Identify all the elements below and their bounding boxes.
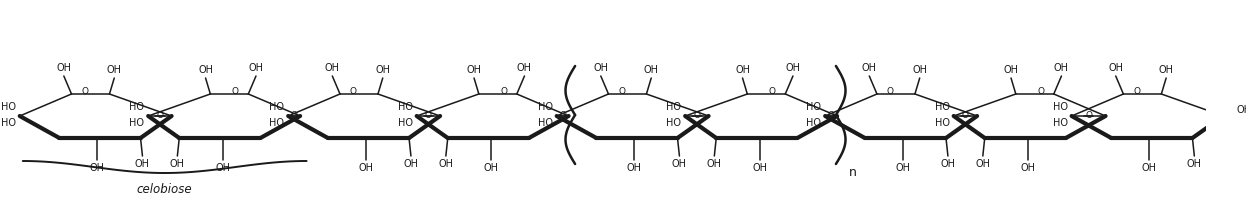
Text: OH: OH	[735, 65, 750, 75]
Text: O: O	[157, 111, 163, 121]
Text: HO: HO	[397, 118, 412, 128]
Text: OH: OH	[1108, 63, 1123, 73]
Text: O: O	[500, 87, 507, 97]
Text: O: O	[1085, 111, 1091, 121]
Text: OH: OH	[912, 65, 927, 75]
Text: O: O	[887, 87, 893, 97]
Text: HO: HO	[1, 102, 16, 112]
Text: OH: OH	[1003, 65, 1018, 75]
Text: OH: OH	[483, 163, 498, 173]
Text: O: O	[81, 87, 88, 97]
Text: HO: HO	[538, 102, 553, 112]
Text: OH: OH	[1141, 163, 1156, 173]
Text: HO: HO	[130, 118, 145, 128]
Text: OH: OH	[1187, 159, 1202, 169]
Text: HO: HO	[538, 118, 553, 128]
Text: OH: OH	[248, 63, 263, 73]
Text: HO: HO	[806, 102, 821, 112]
Text: OH: OH	[593, 63, 608, 73]
Text: OH: OH	[862, 63, 877, 73]
Text: O: O	[1037, 87, 1044, 97]
Text: OH: OH	[325, 63, 340, 73]
Text: OH: OH	[895, 163, 910, 173]
Text: O: O	[693, 111, 700, 121]
Text: OH: OH	[1159, 65, 1174, 75]
Text: OH: OH	[627, 163, 642, 173]
Text: HO: HO	[667, 102, 682, 112]
Text: OH: OH	[169, 159, 184, 169]
Text: OH: OH	[107, 65, 122, 75]
Text: O: O	[769, 87, 775, 97]
Text: O: O	[290, 111, 298, 121]
Text: O: O	[618, 87, 625, 97]
Text: HO: HO	[806, 118, 821, 128]
Text: HO: HO	[130, 102, 145, 112]
Text: OH: OH	[404, 159, 419, 169]
Text: OH: OH	[672, 159, 687, 169]
Text: HO: HO	[269, 102, 284, 112]
Text: O: O	[425, 111, 432, 121]
Text: HO: HO	[1053, 102, 1068, 112]
Text: O: O	[827, 111, 835, 121]
Text: HO: HO	[1053, 118, 1068, 128]
Text: O: O	[232, 87, 238, 97]
Text: OH: OH	[753, 163, 768, 173]
Text: OH: OH	[706, 159, 721, 169]
Text: HO: HO	[934, 102, 949, 112]
Text: OH: OH	[976, 159, 991, 169]
Text: OH: OH	[1237, 105, 1246, 115]
Text: O: O	[350, 87, 356, 97]
Text: HO: HO	[667, 118, 682, 128]
Text: OH: OH	[358, 163, 373, 173]
Text: OH: OH	[198, 65, 213, 75]
Text: n: n	[850, 166, 857, 179]
Text: O: O	[559, 111, 566, 121]
Text: HO: HO	[1, 118, 16, 128]
Text: OH: OH	[1054, 63, 1069, 73]
Text: OH: OH	[941, 159, 956, 169]
Text: OH: OH	[1020, 163, 1035, 173]
Text: HO: HO	[934, 118, 949, 128]
Text: O: O	[962, 111, 969, 121]
Text: OH: OH	[644, 65, 659, 75]
Text: OH: OH	[466, 65, 481, 75]
Text: OH: OH	[517, 63, 532, 73]
Text: OH: OH	[56, 63, 71, 73]
Text: OH: OH	[375, 65, 390, 75]
Text: OH: OH	[439, 159, 454, 169]
Text: celobiose: celobiose	[137, 183, 193, 196]
Text: OH: OH	[216, 163, 231, 173]
Text: O: O	[1133, 87, 1140, 97]
Text: OH: OH	[135, 159, 150, 169]
Text: HO: HO	[269, 118, 284, 128]
Text: HO: HO	[397, 102, 412, 112]
Text: OH: OH	[90, 163, 105, 173]
Text: OH: OH	[785, 63, 800, 73]
